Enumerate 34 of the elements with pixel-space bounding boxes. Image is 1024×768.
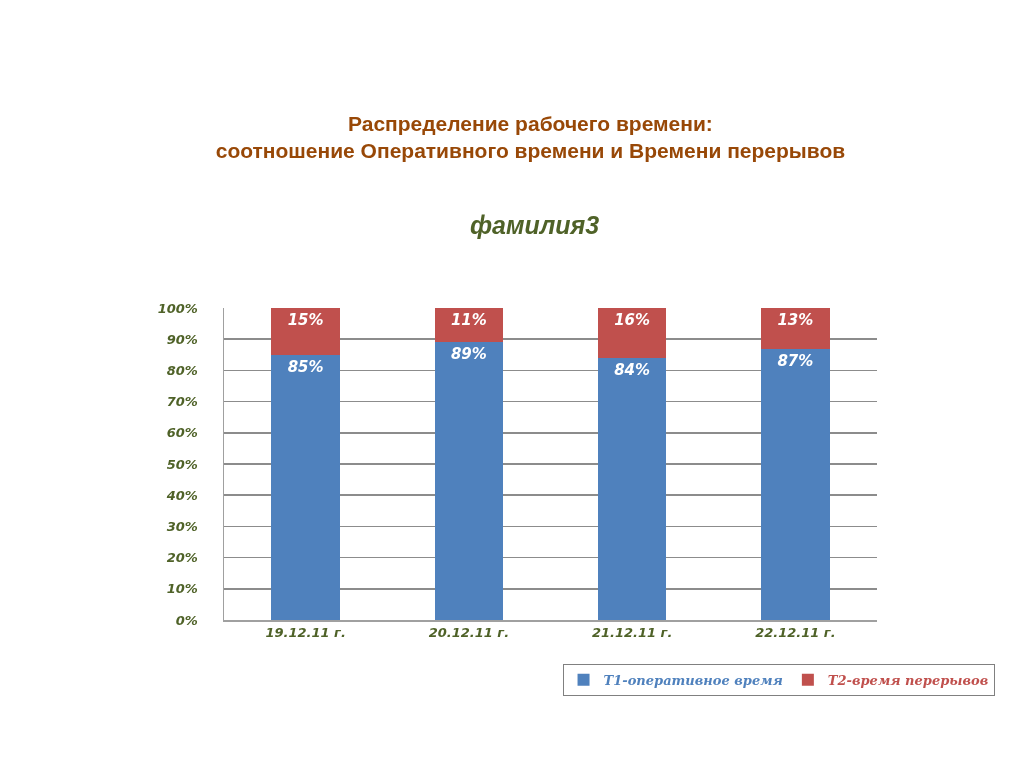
bar — [597, 357, 667, 620]
data-label: 89% — [450, 345, 487, 364]
y-tick-label: 70% — [166, 394, 198, 410]
y-tick-label: 40% — [165, 487, 198, 503]
bar — [761, 348, 830, 620]
bar — [761, 308, 830, 349]
data-label: 16% — [614, 311, 651, 329]
chart-title: Распределение рабочего времени: соотношение Оперативного времени и Времени перерывов — [215, 111, 846, 162]
y-tick-label: 10% — [166, 581, 198, 597]
y-tick-label: 20% — [166, 550, 198, 566]
chart-subtitle: фамилия3 — [470, 211, 600, 239]
y-tick-label: 30% — [166, 518, 198, 534]
data-label: 87% — [777, 351, 814, 370]
bar — [271, 308, 340, 355]
y-tick-label: 60% — [166, 425, 198, 441]
data-label: 15% — [287, 311, 324, 329]
x-tick-label: 22.12.11 г. — [755, 625, 836, 641]
y-tick-label: 90% — [166, 331, 198, 347]
x-tick-label: 19.12.11 г. — [265, 625, 346, 641]
data-label: 84% — [614, 360, 651, 379]
bar — [271, 354, 340, 620]
x-tick-label: 21.12.11 г. — [591, 625, 673, 641]
data-label: 11% — [450, 311, 487, 329]
data-label: 13% — [777, 311, 814, 329]
bar — [597, 308, 667, 358]
bar — [434, 342, 504, 620]
y-tick-label: 0% — [175, 612, 198, 628]
y-tick-label: 100% — [157, 300, 198, 316]
data-label: 85% — [287, 357, 324, 376]
y-tick-label: 50% — [166, 456, 198, 472]
legend-label: Т2-время перерывов — [827, 672, 989, 688]
x-tick-label: 20.12.11 г. — [428, 625, 510, 641]
legend-label: Т1-оперативное время — [603, 672, 783, 688]
y-tick-label: 80% — [166, 362, 198, 378]
